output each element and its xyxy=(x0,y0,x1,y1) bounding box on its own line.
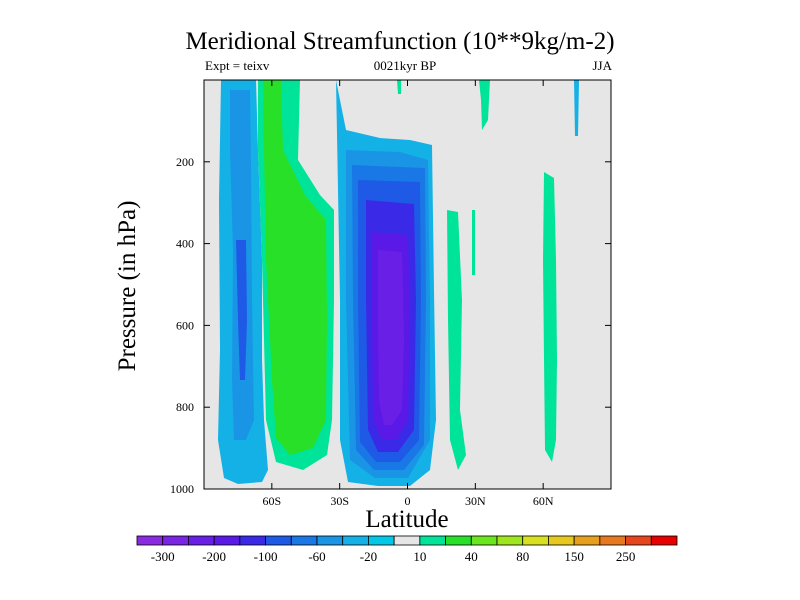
colorbar-swatch xyxy=(470,535,498,546)
contour-teal-northern-b xyxy=(479,80,490,130)
y-tick-label: 200 xyxy=(176,155,194,169)
colorbar-label: -20 xyxy=(360,549,377,564)
y-axis-label: Pressure (in hPa) xyxy=(114,201,141,372)
colorbar-swatch xyxy=(419,535,446,546)
colorbar-swatch xyxy=(265,535,292,546)
contour-darkblue-southern xyxy=(236,240,247,380)
colorbar-label: 150 xyxy=(564,549,584,564)
x-tick-label: 60S xyxy=(262,494,281,508)
x-tick-label: 60N xyxy=(533,494,554,508)
colorbar-label: -200 xyxy=(202,549,226,564)
contour-green-southern xyxy=(263,80,327,455)
colorbar-swatch xyxy=(368,535,395,546)
y-axis: 200 400 600 800 1000 xyxy=(170,155,611,496)
x-axis-label: Latitude xyxy=(365,506,448,533)
colorbar-swatch xyxy=(342,535,369,546)
colorbar-swatch xyxy=(599,535,626,546)
colorbar-swatch xyxy=(162,535,189,546)
y-tick-label: 400 xyxy=(176,237,194,251)
colorbar-swatch xyxy=(290,535,318,546)
colorbar-swatch xyxy=(625,535,652,546)
colorbar-swatch xyxy=(188,535,215,546)
contour-violet-central xyxy=(378,250,404,425)
contour-teal-northern-d xyxy=(397,80,401,94)
x-tick-label: 0 xyxy=(405,494,411,508)
colorbar-swatch xyxy=(239,535,266,546)
colorbar-swatch xyxy=(316,535,344,546)
contour-teal-northern-a xyxy=(447,210,466,470)
contour-cyan-northern xyxy=(574,80,579,136)
colorbar-swatch xyxy=(522,535,549,546)
colorbar-label: 10 xyxy=(413,549,426,564)
colorbar-swatch xyxy=(548,535,575,546)
contour-teal-northern-c xyxy=(543,172,557,462)
y-tick-label: 1000 xyxy=(170,482,194,496)
x-tick-label: 30S xyxy=(330,494,349,508)
colorbar-label: -300 xyxy=(151,549,175,564)
contour-teal-northern-e xyxy=(472,210,475,275)
colorbar-swatch xyxy=(393,535,421,546)
colorbar: -300 -200 -100 -60 -20 10 40 80 150 250 xyxy=(136,535,678,564)
colorbar-label: 40 xyxy=(465,549,478,564)
colorbar-label: 80 xyxy=(516,549,529,564)
x-axis: 60S 30S 0 30N 60N xyxy=(262,80,554,508)
colorbar-swatch xyxy=(213,535,241,546)
experiment-label: Expt = teixv xyxy=(205,58,270,73)
y-tick-label: 800 xyxy=(176,400,194,414)
colorbar-label: 250 xyxy=(616,549,636,564)
x-tick-label: 30N xyxy=(465,494,486,508)
contour-fields xyxy=(218,80,579,486)
colorbar-swatch xyxy=(136,535,164,546)
season-label: JJA xyxy=(592,58,612,73)
colorbar-label: -100 xyxy=(254,549,278,564)
colorbar-label: -60 xyxy=(308,549,325,564)
chart-title: Meridional Streamfunction (10**9kg/m-2) xyxy=(185,28,615,55)
y-tick-label: 600 xyxy=(176,318,194,332)
colorbar-swatch xyxy=(445,535,472,546)
colorbar-swatch xyxy=(573,535,601,546)
colorbar-swatch xyxy=(650,535,678,546)
colorbar-swatch xyxy=(496,535,524,546)
time-label: 0021kyr BP xyxy=(373,58,437,73)
